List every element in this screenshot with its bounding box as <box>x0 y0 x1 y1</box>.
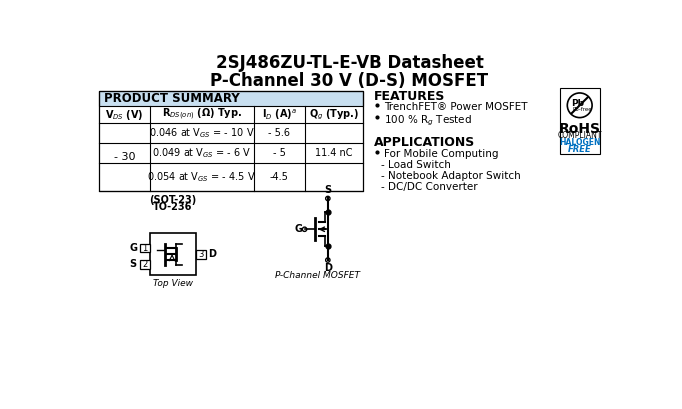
Text: RoHS: RoHS <box>559 122 601 136</box>
Text: - 5: - 5 <box>273 148 286 158</box>
Bar <box>196 250 206 258</box>
Bar <box>140 244 149 252</box>
Text: 3: 3 <box>198 250 204 259</box>
Circle shape <box>326 258 330 262</box>
Text: TO-236: TO-236 <box>153 202 192 211</box>
Text: P-Channel MOSFET: P-Channel MOSFET <box>276 271 360 280</box>
Text: S: S <box>130 259 137 269</box>
Text: - Notebook Adaptor Switch: - Notebook Adaptor Switch <box>381 171 521 181</box>
Text: - DC/DC Converter: - DC/DC Converter <box>381 182 478 191</box>
Text: 2: 2 <box>142 260 147 269</box>
Text: G: G <box>295 224 302 234</box>
Text: Pb: Pb <box>571 99 584 108</box>
Text: For Mobile Computing: For Mobile Computing <box>385 149 499 159</box>
Text: 0.049 at V$_{GS}$ = - 6 V: 0.049 at V$_{GS}$ = - 6 V <box>152 146 252 160</box>
Text: 0.046 at V$_{GS}$ = - 10 V: 0.046 at V$_{GS}$ = - 10 V <box>149 126 255 140</box>
Text: - 30: - 30 <box>114 152 135 162</box>
Text: FREE: FREE <box>568 145 591 154</box>
Circle shape <box>567 93 592 118</box>
Text: S: S <box>324 185 331 196</box>
Text: R$_{DS(on)}$ (Ω) Typ.: R$_{DS(on)}$ (Ω) Typ. <box>162 107 242 122</box>
Text: P-Channel 30 V (D-S) MOSFET: P-Channel 30 V (D-S) MOSFET <box>211 72 488 90</box>
Text: I$_D$ (A)$^a$: I$_D$ (A)$^a$ <box>262 107 297 122</box>
Text: PRODUCT SUMMARY: PRODUCT SUMMARY <box>104 92 239 105</box>
Text: - 5.6: - 5.6 <box>269 128 291 138</box>
Text: HALOGEN: HALOGEN <box>559 138 600 147</box>
Bar <box>149 233 196 275</box>
Bar <box>559 88 600 154</box>
Text: Pb-free: Pb-free <box>573 107 593 112</box>
Text: FEATURES: FEATURES <box>374 90 445 103</box>
Text: 0.054 at V$_{GS}$ = - 4.5 V: 0.054 at V$_{GS}$ = - 4.5 V <box>147 170 256 184</box>
Text: V$_{DS}$ (V): V$_{DS}$ (V) <box>105 108 144 121</box>
Circle shape <box>326 196 330 201</box>
Circle shape <box>302 227 307 231</box>
Text: - Load Switch: - Load Switch <box>381 160 451 170</box>
Text: COMPLIANT: COMPLIANT <box>557 131 602 140</box>
Text: Top View: Top View <box>153 279 193 288</box>
Text: G: G <box>130 243 137 253</box>
Bar <box>99 91 363 191</box>
Text: (SOT-23): (SOT-23) <box>149 195 196 204</box>
Text: TrenchFET® Power MOSFET: TrenchFET® Power MOSFET <box>385 102 528 112</box>
Text: 11.4 nC: 11.4 nC <box>315 148 353 158</box>
Text: D: D <box>324 263 332 273</box>
Text: 100 % R$_g$ Tested: 100 % R$_g$ Tested <box>385 114 473 128</box>
Text: Q$_g$ (Typ.): Q$_g$ (Typ.) <box>308 107 359 122</box>
Text: 1: 1 <box>142 244 147 253</box>
Text: D: D <box>208 249 216 259</box>
Text: APPLICATIONS: APPLICATIONS <box>374 136 475 149</box>
Bar <box>99 91 363 106</box>
Bar <box>140 260 149 269</box>
Text: 2SJ486ZU-TL-E-VB Datasheet: 2SJ486ZU-TL-E-VB Datasheet <box>216 54 484 72</box>
Text: -4.5: -4.5 <box>270 172 288 182</box>
